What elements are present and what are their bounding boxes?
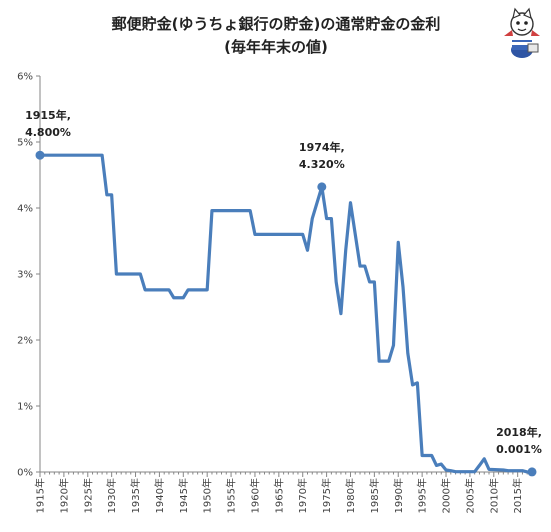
highlight-point (35, 150, 45, 160)
annotation-group: 1915年, 4.800% 1974年, 4.320% 2018年, 0.001% (25, 108, 542, 477)
series-group (38, 153, 534, 474)
x-tick-label: 1970年 (296, 478, 309, 513)
x-tick-label: 1935年 (129, 478, 142, 513)
x-tick-label: 1980年 (344, 478, 357, 513)
x-tick-label: 1965年 (272, 478, 285, 513)
x-tick-label: 1995年 (416, 478, 429, 513)
y-tick-label: 5% (17, 138, 33, 149)
x-tick-label: 1925年 (81, 478, 94, 513)
x-tick-label: 1950年 (201, 478, 214, 513)
highlight-value-label: 4.800% (25, 126, 71, 139)
x-tick-label: 2015年 (511, 478, 524, 513)
x-tick-label: 2010年 (487, 478, 500, 513)
y-tick-label: 6% (17, 72, 33, 83)
x-tick-label: 1975年 (320, 478, 333, 513)
x-tick-label: 1930年 (105, 478, 118, 513)
y-tick-label: 3% (17, 270, 33, 281)
highlight-year-label: 1974年, (299, 140, 345, 154)
x-tick-label: 1955年 (225, 478, 238, 513)
y-axis: 0% 1% 2% 3% 4% 5% 6% (17, 72, 41, 479)
y-tick-label: 1% (17, 402, 33, 413)
highlight-year-label: 1915年, (25, 108, 71, 122)
y-tick-label: 0% (17, 468, 33, 479)
x-tick-label: 1945年 (177, 478, 190, 513)
x-axis: 1915年 1920年 1925年 1930年 1935年 1940年 1945年 1950年… (34, 471, 533, 513)
chart-subtitle: (毎年年末の値) (224, 38, 328, 56)
highlight-year-label: 2018年, (496, 425, 542, 439)
rate-series-line (38, 153, 534, 474)
highlight-value-label: 4.320% (299, 158, 345, 171)
x-tick-label: 1960年 (248, 478, 261, 513)
x-tick-label: 1940年 (153, 478, 166, 513)
highlight-point (317, 182, 327, 192)
x-tick-label: 2000年 (440, 478, 453, 513)
y-tick-label: 2% (17, 336, 33, 347)
x-tick-label: 2005年 (463, 478, 476, 513)
x-tick-label: 1920年 (57, 478, 70, 513)
x-tick-label: 1985年 (368, 478, 381, 513)
chart-title: 郵便貯金(ゆうちょ銀行の貯金)の通常貯金の金利 (112, 15, 441, 33)
y-tick-label: 4% (17, 204, 33, 215)
x-tick-label: 1990年 (392, 478, 405, 513)
mascot-illustration-icon (504, 7, 540, 58)
x-tick-label: 1915年 (34, 478, 47, 513)
highlight-point (527, 467, 537, 477)
highlight-value-label: 0.001% (496, 443, 542, 456)
